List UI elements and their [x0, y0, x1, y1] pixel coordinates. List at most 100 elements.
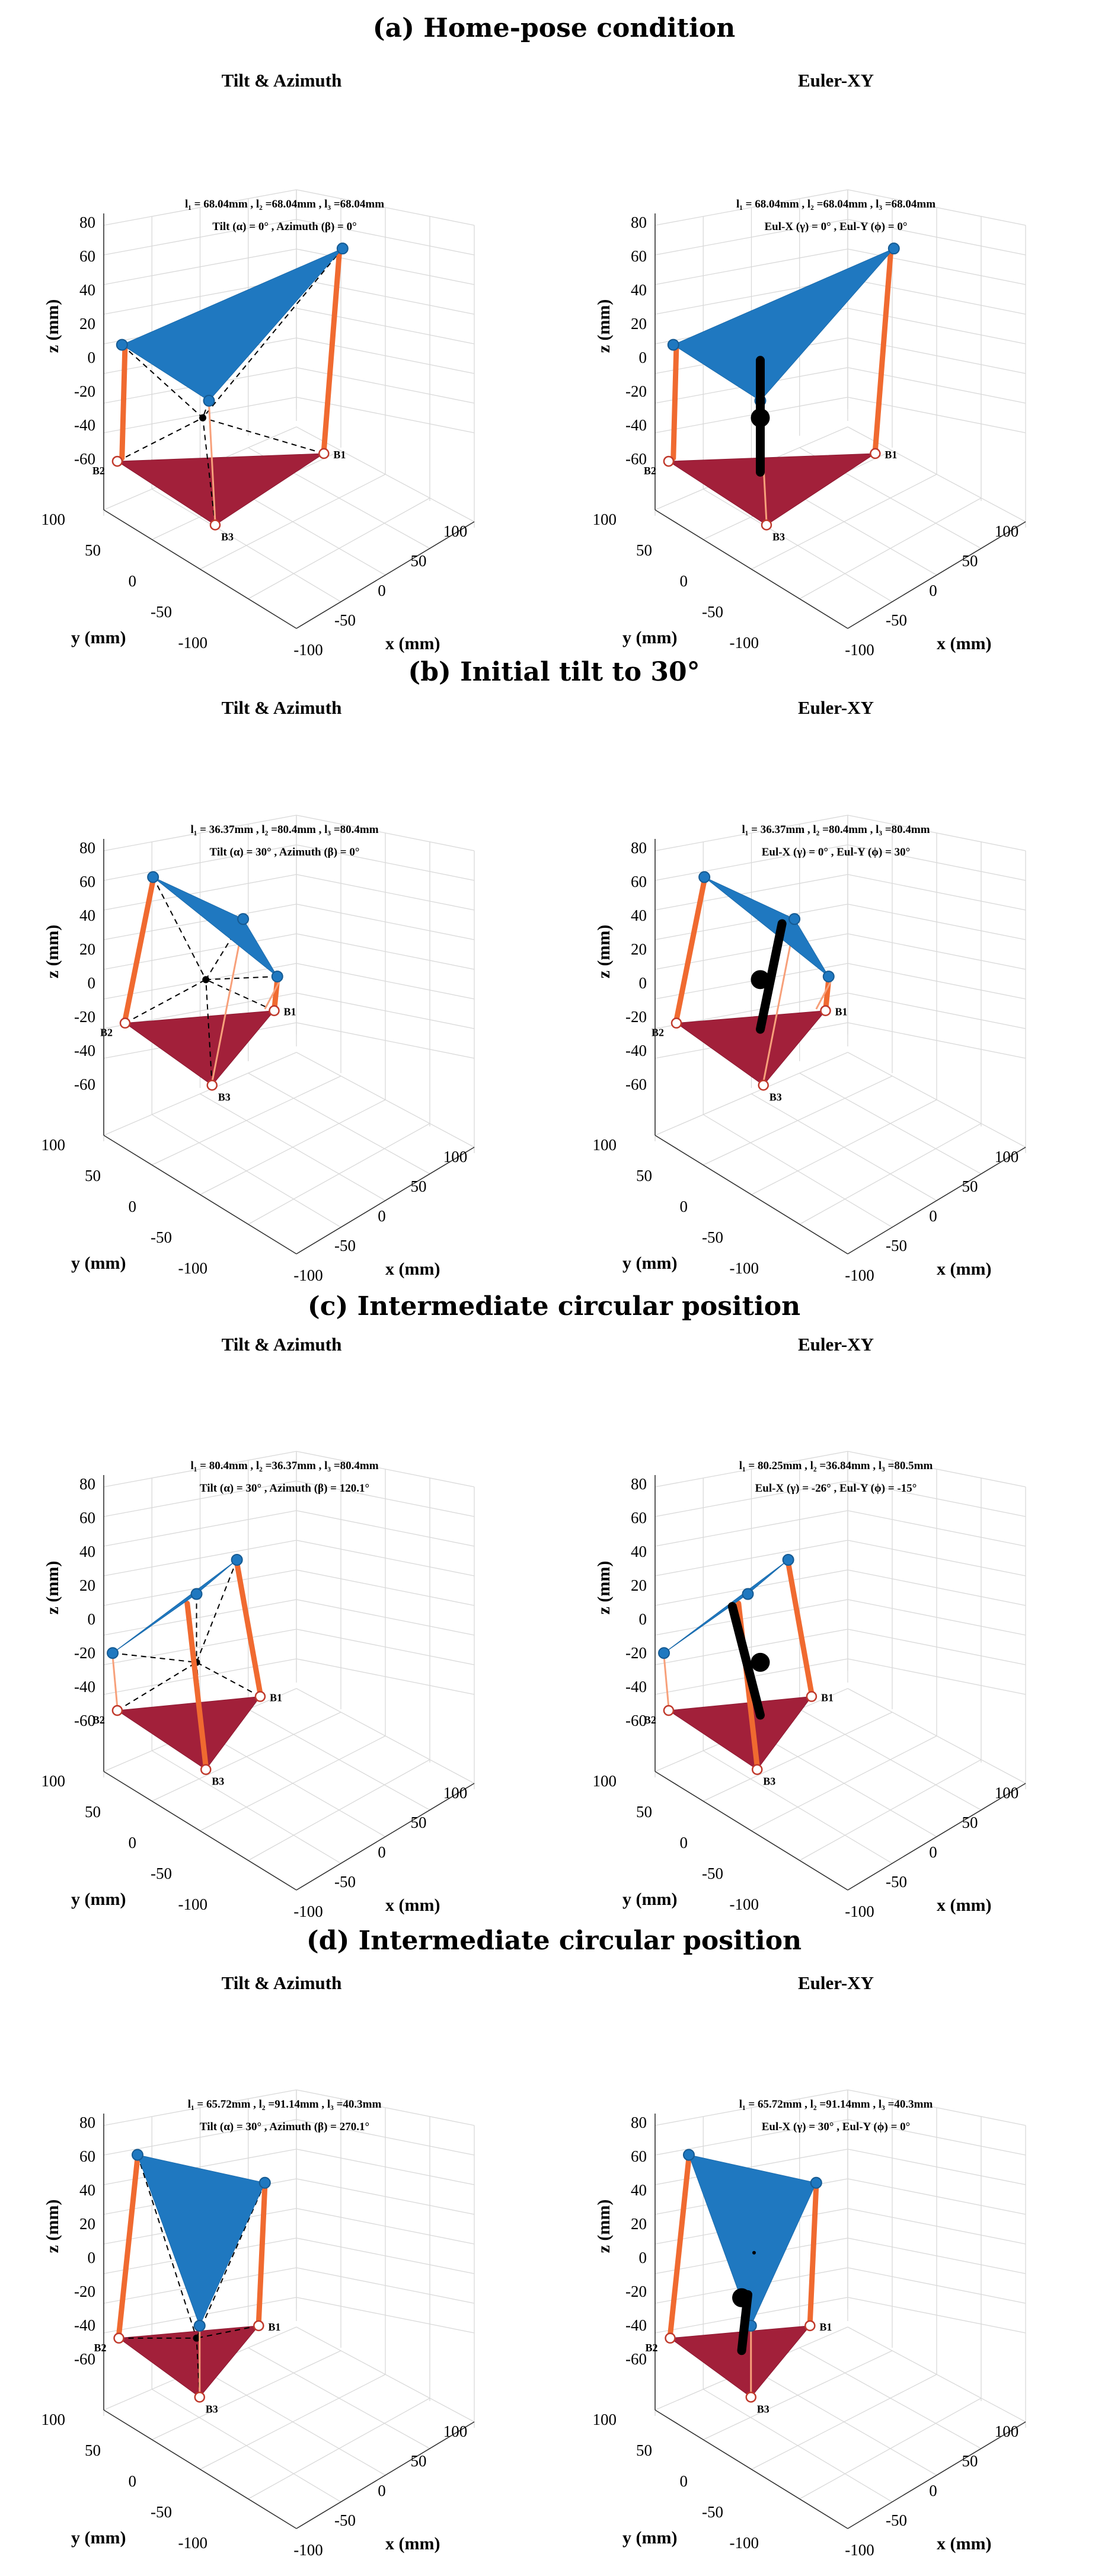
z-tick-label: -20 [74, 1008, 95, 1026]
y-tick-label: 0 [680, 572, 688, 590]
plot-d-euler: 80 60 40 20 0 -20 -40 -60 100 50 0 -50 -100 -100 -50 0 5… [593, 2089, 1026, 2559]
plot-c-tilt: 80 60 40 20 0 -20 -40 -60 100 50 0 -50 -100 -100 -50 0 5… [41, 1451, 475, 1920]
label-b3: B3 [772, 531, 785, 543]
section-title-d: (d) Intermediate circular position [306, 1926, 802, 1956]
y-axis-line [103, 2409, 297, 2529]
y-tick-label: 0 [680, 1834, 688, 1852]
z-axis-label: z (mm) [43, 1561, 62, 1615]
x-tick-label: -50 [334, 2511, 356, 2529]
base-joint [119, 1017, 131, 1029]
platform-triangle [121, 248, 343, 401]
x-tick-label: 0 [378, 2482, 386, 2500]
z-tick-label: 20 [631, 940, 647, 958]
platform-joint [822, 971, 835, 983]
x-tick-label: 50 [411, 2452, 427, 2470]
dashed-link [202, 417, 324, 454]
platform-joint [336, 242, 349, 255]
platform-triangle [688, 2154, 817, 2327]
panel-title-c-tilt: Tilt & Azimuth [221, 1334, 342, 1355]
z-tick-label: 60 [631, 873, 647, 890]
x-axis-line [296, 1783, 475, 1891]
y-axis-line [103, 509, 297, 629]
base-triangle [675, 1010, 826, 1086]
z-tick-label: 20 [631, 1576, 647, 1594]
actuator-leg [321, 248, 343, 454]
x-tick-label: -100 [293, 1266, 323, 1284]
actuator-leg [872, 248, 894, 454]
platform-joint [742, 1588, 754, 1600]
y-axis-line [654, 1135, 848, 1255]
platform-joint [147, 871, 159, 883]
dashed-link [117, 1662, 197, 1711]
x-tick-label: -100 [845, 1903, 874, 1920]
y-tick-label: -100 [730, 634, 759, 652]
x-axis-line [296, 521, 475, 629]
y-tick-label: -50 [702, 603, 723, 621]
dashed-link [206, 976, 277, 981]
platform-joint [203, 394, 215, 407]
y-axis-label: y (mm) [71, 1253, 126, 1273]
z-tick-label: -40 [625, 1042, 647, 1059]
base-triangle [668, 1696, 813, 1770]
x-tick-label: -50 [334, 1873, 356, 1891]
gridline [248, 1709, 430, 1811]
base-joint [665, 2332, 676, 2344]
platform-triangle [672, 248, 895, 401]
z-tick-label: 20 [79, 2215, 95, 2233]
x-axis-label: x (mm) [385, 2534, 440, 2553]
x-tick-label: -100 [845, 641, 874, 659]
z-axis-label: z (mm) [594, 299, 614, 353]
platform-center-dot [758, 358, 762, 362]
z-tick-label: 60 [631, 247, 647, 265]
platform-joint [658, 1647, 670, 1659]
dashed-link [117, 417, 203, 462]
y-axis-label: y (mm) [71, 628, 126, 647]
platform-joint [131, 2149, 143, 2161]
base-joint [820, 1005, 831, 1016]
leg-lengths-annotation: l₁ = 80.4mm , l₂ =36.37mm , l₃ =80.4mm [190, 1460, 378, 1472]
panel-title-c-euler: Euler-XY [798, 1334, 874, 1355]
base-triangle [118, 2325, 260, 2398]
label-b1: B1 [268, 2321, 280, 2333]
label-b2: B2 [644, 1714, 656, 1726]
y-axis-line [654, 2409, 848, 2529]
section-title-b: (b) Initial tilt to 30° [408, 657, 700, 687]
base-joint [269, 1005, 280, 1016]
x-tick-label: 50 [411, 552, 427, 570]
gridline [799, 1759, 982, 1861]
label-b1: B1 [835, 1006, 848, 1018]
platform-center-dot [780, 922, 784, 925]
gridline [751, 1099, 937, 1195]
angle-annotation: Eul-X (γ) = 30° , Eul-Y (ϕ) = 0° [762, 2121, 911, 2133]
gridline [751, 1735, 937, 1831]
plot-b-euler: 80 60 40 20 0 -20 -40 -60 100 50 0 -50 -100 -100 -50 0 5… [593, 815, 1026, 1284]
z-tick-label: 40 [79, 1543, 95, 1560]
gridline [248, 1123, 430, 1225]
z-tick-label: -40 [74, 416, 95, 434]
actuator-leg-thin [815, 979, 833, 1010]
y-tick-label: 0 [680, 2472, 688, 2490]
z-tick-label: 0 [639, 2249, 647, 2267]
x-tick-label: -50 [886, 1237, 907, 1255]
plot-d-tilt: 80 60 40 20 0 -20 -40 -60 100 50 0 -50 -100 -100 -50 0 5… [41, 2089, 475, 2559]
x-axis-label: x (mm) [937, 1895, 991, 1915]
y-tick-label: 0 [129, 572, 137, 590]
angle-annotation: Tilt (α) = 0° , Azimuth (β) = 0° [212, 221, 356, 233]
platform-joint [231, 1554, 243, 1566]
dashed-link [112, 1652, 197, 1663]
gridline [248, 2398, 430, 2500]
gridline [847, 2326, 1026, 2422]
leg-lengths-annotation: l₁ = 68.04mm , l₂ =68.04mm , l₃ =68.04mm [736, 198, 935, 210]
base-joint [111, 1704, 123, 1716]
base-joint [318, 448, 330, 459]
base-joint [200, 1764, 212, 1775]
x-tick-label: -100 [293, 641, 323, 659]
label-b2: B2 [646, 2342, 658, 2354]
dashed-link [202, 248, 343, 419]
z-tick-label: 0 [88, 2249, 96, 2267]
x-axis-line [296, 1147, 475, 1255]
y-tick-label: -100 [178, 1895, 208, 1913]
z-axis-label: z (mm) [594, 2200, 614, 2253]
platform-triangle [704, 876, 829, 977]
x-tick-label: 100 [443, 2422, 468, 2440]
